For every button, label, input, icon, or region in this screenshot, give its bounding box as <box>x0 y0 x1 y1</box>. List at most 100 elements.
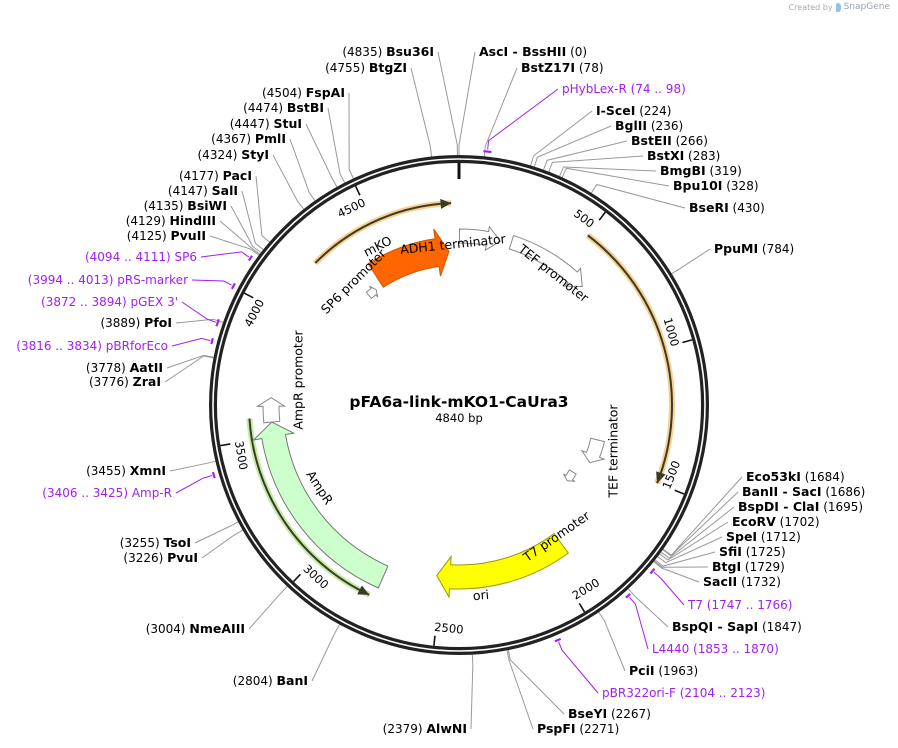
restriction-site[interactable]: PciI (1963) <box>629 663 698 678</box>
restriction-site[interactable]: (4367) PmlI <box>211 131 286 146</box>
site-label[interactable]: (3889) PfoI <box>100 315 172 330</box>
primer-label[interactable]: L4440 (1853 .. 1870) <box>652 642 779 656</box>
site-label[interactable]: (2379) AlwNI <box>383 721 467 736</box>
restriction-site[interactable]: SacII (1732) <box>703 574 781 589</box>
site-label[interactable]: (4504) FspAI <box>262 85 345 100</box>
site-label[interactable]: PciI (1963) <box>629 663 698 678</box>
site-label[interactable]: SfiI (1725) <box>719 544 786 559</box>
site-label[interactable]: BtgI (1729) <box>712 559 785 574</box>
primer[interactable]: pHybLex-R (74 .. 98) <box>562 82 686 96</box>
restriction-site[interactable]: PspFI (2271) <box>537 721 619 736</box>
site-label[interactable]: (4474) BstBI <box>243 100 324 115</box>
restriction-site[interactable]: BseYI (2267) <box>568 706 651 721</box>
primer[interactable]: (3816 .. 3834) pBRforEco <box>16 339 168 353</box>
site-label[interactable]: PpuMI (784) <box>714 241 794 256</box>
restriction-site[interactable]: (3255) TsoI <box>120 535 191 550</box>
primer[interactable]: (3406 .. 3425) Amp-R <box>42 486 172 500</box>
restriction-site[interactable]: (4125) PvuII <box>127 228 206 243</box>
site-label[interactable]: (4129) HindIII <box>126 213 216 228</box>
primer-label[interactable]: (3872 .. 3894) pGEX 3' <box>41 295 178 309</box>
restriction-site[interactable]: Bpu10I (328) <box>673 178 759 193</box>
primer-label[interactable]: (3994 .. 4013) pRS-marker <box>28 273 188 287</box>
site-label[interactable]: (3004) NmeAIII <box>146 621 245 636</box>
site-label[interactable]: (4147) SalI <box>168 183 238 198</box>
restriction-site[interactable]: I-SceI (224) <box>596 103 671 118</box>
primer[interactable]: (4094 .. 4111) SP6 <box>85 250 197 264</box>
site-label[interactable]: (4755) BtgZI <box>325 60 407 75</box>
feature-ori[interactable] <box>436 533 570 599</box>
feature-ampr-promoter[interactable] <box>255 397 287 424</box>
restriction-site[interactable]: BstEII (266) <box>631 133 708 148</box>
feature-sp6-promoter[interactable] <box>365 285 379 300</box>
site-label[interactable]: BspQI - SapI (1847) <box>672 619 802 634</box>
restriction-site[interactable]: (4474) BstBI <box>243 100 324 115</box>
primer-label[interactable]: pBR322ori-F (2104 .. 2123) <box>602 686 765 700</box>
primer-label[interactable]: T7 (1747 .. 1766) <box>687 598 792 612</box>
restriction-site[interactable]: BspDI - ClaI (1695) <box>738 499 863 514</box>
primer-label[interactable]: (3406 .. 3425) Amp-R <box>42 486 172 500</box>
restriction-site[interactable]: PpuMI (784) <box>714 241 794 256</box>
site-label[interactable]: BspDI - ClaI (1695) <box>738 499 863 514</box>
restriction-site[interactable]: (4135) BsiWI <box>144 198 227 213</box>
site-label[interactable]: (4324) StyI <box>198 147 270 162</box>
site-label[interactable]: (2804) BanI <box>233 673 308 688</box>
site-label[interactable]: (4367) PmlI <box>211 131 286 146</box>
restriction-site[interactable]: BstZ17I (78) <box>521 60 604 75</box>
site-label[interactable]: BglII (236) <box>615 118 683 133</box>
restriction-site[interactable]: EcoRV (1702) <box>732 514 820 529</box>
feature-mko[interactable] <box>367 228 450 288</box>
restriction-site[interactable]: (3778) AatII <box>86 360 163 375</box>
site-label[interactable]: (4835) Bsu36I <box>342 44 434 59</box>
restriction-site[interactable]: BstXI (283) <box>647 148 720 163</box>
primer[interactable]: (3994 .. 4013) pRS-marker <box>28 273 188 287</box>
site-label[interactable]: BstEII (266) <box>631 133 708 148</box>
restriction-site[interactable]: AscI - BssHII (0) <box>479 44 587 59</box>
site-label[interactable]: (3226) PvuI <box>123 550 198 565</box>
site-label[interactable]: BseRI (430) <box>689 200 765 215</box>
restriction-site[interactable]: BtgI (1729) <box>712 559 785 574</box>
site-label[interactable]: (4447) StuI <box>230 116 302 131</box>
site-label[interactable]: (4135) BsiWI <box>144 198 227 213</box>
primer[interactable]: L4440 (1853 .. 1870) <box>652 642 779 656</box>
restriction-site[interactable]: BglII (236) <box>615 118 683 133</box>
feature-adh1-terminator[interactable] <box>458 225 501 252</box>
restriction-site[interactable]: BmgBI (319) <box>660 163 742 178</box>
site-label[interactable]: BanII - SacI (1686) <box>742 484 865 499</box>
site-label[interactable]: (3255) TsoI <box>120 535 191 550</box>
site-label[interactable]: SacII (1732) <box>703 574 781 589</box>
site-label[interactable]: PspFI (2271) <box>537 721 619 736</box>
restriction-site[interactable]: (4755) BtgZI <box>325 60 407 75</box>
primer-label[interactable]: (3816 .. 3834) pBRforEco <box>16 339 168 353</box>
site-label[interactable]: (3776) ZraI <box>89 374 161 389</box>
restriction-site[interactable]: SpeI (1712) <box>726 529 801 544</box>
restriction-site[interactable]: (2379) AlwNI <box>383 721 467 736</box>
site-label[interactable]: (4177) PacI <box>179 168 252 183</box>
restriction-site[interactable]: (4504) FspAI <box>262 85 345 100</box>
restriction-site[interactable]: (4835) Bsu36I <box>342 44 434 59</box>
restriction-site[interactable]: BspQI - SapI (1847) <box>672 619 802 634</box>
site-label[interactable]: (3778) AatII <box>86 360 163 375</box>
site-label[interactable]: BseYI (2267) <box>568 706 651 721</box>
restriction-site[interactable]: BseRI (430) <box>689 200 765 215</box>
site-label[interactable]: BmgBI (319) <box>660 163 742 178</box>
restriction-site[interactable]: (3776) ZraI <box>89 374 161 389</box>
restriction-site[interactable]: (3226) PvuI <box>123 550 198 565</box>
restriction-site[interactable]: Eco53kI (1684) <box>746 469 845 484</box>
site-label[interactable]: AscI - BssHII (0) <box>479 44 587 59</box>
restriction-site[interactable]: (3455) XmnI <box>86 463 166 478</box>
site-label[interactable]: Eco53kI (1684) <box>746 469 845 484</box>
site-label[interactable]: SpeI (1712) <box>726 529 801 544</box>
restriction-site[interactable]: (4177) PacI <box>179 168 252 183</box>
site-label[interactable]: (3455) XmnI <box>86 463 166 478</box>
site-label[interactable]: BstZ17I (78) <box>521 60 604 75</box>
site-label[interactable]: EcoRV (1702) <box>732 514 820 529</box>
feature-t7-promoter[interactable] <box>563 469 577 482</box>
feature-tef-promoter[interactable] <box>508 234 583 287</box>
feature-tef-terminator[interactable] <box>580 437 606 464</box>
restriction-site[interactable]: (4147) SalI <box>168 183 238 198</box>
site-label[interactable]: (4125) PvuII <box>127 228 206 243</box>
site-label[interactable]: I-SceI (224) <box>596 103 671 118</box>
restriction-site[interactable]: (4324) StyI <box>198 147 270 162</box>
restriction-site[interactable]: BanII - SacI (1686) <box>742 484 865 499</box>
site-label[interactable]: Bpu10I (328) <box>673 178 759 193</box>
